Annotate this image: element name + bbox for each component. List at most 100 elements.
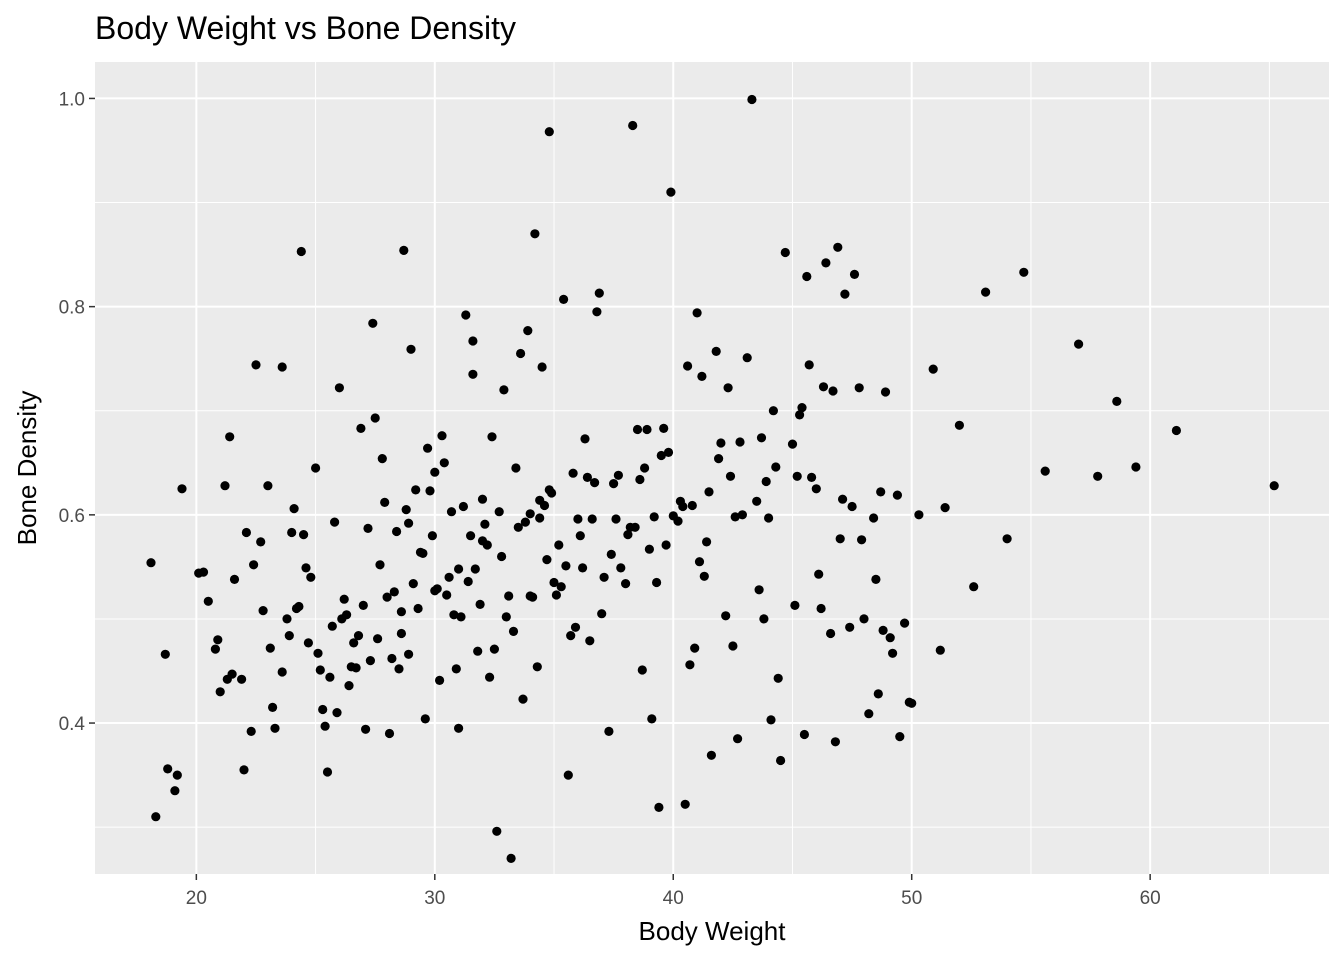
x-tick-label: 40 [663,888,684,909]
data-point [716,438,726,448]
data-point [430,467,440,477]
data-point [306,572,316,582]
data-point [353,631,364,641]
data-point [520,517,531,527]
data-point [532,662,542,672]
data-point [737,510,748,520]
data-point [544,127,554,137]
data-point [935,645,945,655]
data-point [358,600,368,611]
data-point [690,643,700,653]
data-point [604,726,614,737]
data-point [518,694,528,704]
data-point [644,544,655,554]
data-point [725,471,736,481]
data-point [895,732,905,742]
data-point [795,410,805,420]
x-tick-label: 60 [1140,888,1161,909]
data-point [237,674,247,684]
data-point [637,665,647,675]
data-point [458,501,468,512]
data-point [494,507,504,517]
data-point [473,646,483,656]
data-point [888,648,898,658]
data-point [394,664,404,674]
data-point [754,585,764,595]
data-point [346,662,356,672]
data-point [368,318,378,328]
data-point [940,503,950,513]
data-point [423,443,433,453]
data-point [857,535,867,545]
x-axis-title: Body Weight [639,916,787,946]
data-point [864,709,874,719]
data-point [499,385,509,395]
data-point [1002,534,1012,544]
data-point [277,667,287,677]
data-point [876,487,886,497]
data-point [337,614,347,624]
data-point [907,698,917,708]
plot-panel [95,62,1329,874]
data-point [578,563,588,573]
x-tick-label: 30 [424,888,445,909]
data-point [177,484,187,494]
data-point [466,531,476,541]
x-tick-label: 20 [186,888,207,909]
data-point [544,485,554,495]
data-point [694,557,705,567]
data-point [804,360,814,370]
data-point [170,786,180,796]
data-point [573,514,583,524]
data-point [647,714,657,724]
data-point [330,517,340,527]
data-point [332,708,342,718]
data-point [551,590,562,600]
data-point [585,636,595,646]
data-point [334,383,344,393]
data-point [387,653,397,664]
data-point [425,486,435,496]
data-point [835,534,845,544]
data-point [327,621,337,631]
data-point [432,584,442,594]
data-point [382,592,392,602]
data-point [446,507,457,517]
data-point [811,484,821,494]
data-point [642,424,652,435]
data-point [873,689,883,699]
data-point [277,362,287,372]
data-point [702,537,712,547]
data-point [454,723,464,733]
data-point [849,269,860,279]
data-point [265,643,275,653]
data-point [377,454,387,464]
y-tick-label: 0.4 [59,714,86,735]
data-point [764,513,774,523]
data-point [284,631,294,641]
data-point [630,522,640,532]
data-point [735,437,745,447]
data-point [370,413,380,423]
data-point [325,672,335,682]
data-point [838,494,848,504]
data-point [566,631,576,641]
data-point [766,715,776,725]
data-point [683,361,693,371]
data-point [501,612,511,622]
data-point [492,826,502,836]
data-point [621,579,631,589]
data-point [556,582,566,592]
data-point [454,564,464,574]
data-point [787,439,798,449]
data-point [513,522,523,532]
data-point [821,258,831,268]
data-point [220,481,230,491]
data-point [954,420,965,430]
data-point [268,702,278,713]
data-point [504,591,514,601]
data-point [721,611,731,621]
data-point [489,644,499,654]
data-point [692,308,702,318]
data-point [373,634,383,644]
